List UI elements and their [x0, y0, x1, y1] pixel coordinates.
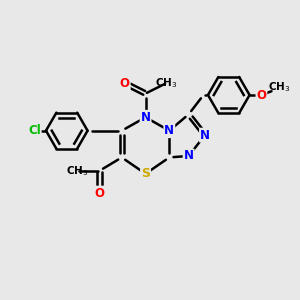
Text: CH$_3$: CH$_3$ [66, 164, 88, 178]
Text: N: N [184, 149, 194, 162]
Text: N: N [200, 129, 210, 142]
Text: CH$_3$: CH$_3$ [155, 76, 178, 90]
Text: N: N [140, 111, 151, 124]
Text: Cl: Cl [28, 124, 41, 137]
Text: O: O [120, 76, 130, 90]
Text: O: O [94, 187, 104, 200]
Text: CH$_3$: CH$_3$ [268, 81, 290, 94]
Text: N: N [164, 124, 174, 137]
Text: O: O [256, 88, 266, 101]
Text: S: S [141, 167, 150, 180]
